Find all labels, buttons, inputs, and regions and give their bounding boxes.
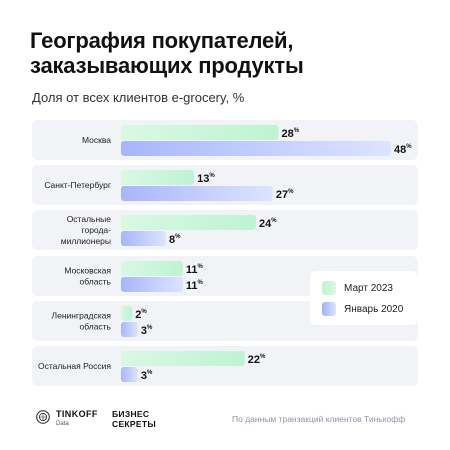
legend-item-march-2023: Март 2023 xyxy=(322,281,393,295)
bar-march-2023 xyxy=(121,261,183,276)
source-note: По данным транзакций клиентов Тинькофф xyxy=(232,414,406,424)
data-label: 27% xyxy=(276,189,294,201)
category-label: Ленинградская область xyxy=(52,311,112,332)
data-label: 28% xyxy=(282,128,300,140)
legend-swatch-green xyxy=(322,281,336,295)
brand-sub: Data xyxy=(56,421,69,427)
data-label: 11% xyxy=(186,280,204,292)
chart-subtitle: Доля от всех клиентов e-grocery, % xyxy=(32,90,245,105)
data-label: 24% xyxy=(259,218,277,230)
bar-march-2023 xyxy=(121,306,133,321)
bar-january-2020 xyxy=(121,231,166,246)
partner-line-2: СЕКРЕТЫ xyxy=(112,419,156,429)
data-label: 48% xyxy=(394,144,412,156)
category-label: Остальные города-миллионеры xyxy=(61,214,112,246)
legend-swatch-blue xyxy=(322,302,336,316)
bar-january-2020 xyxy=(121,277,183,292)
data-label: 2% xyxy=(135,309,147,321)
chart-title: География покупателей, заказывающих прод… xyxy=(30,28,304,78)
partner-logo: БИЗНЕС СЕКРЕТЫ xyxy=(112,409,156,429)
data-label: 8% xyxy=(169,234,181,246)
bar-march-2023 xyxy=(121,351,245,366)
category-label: Москва xyxy=(82,135,111,145)
data-label: 3% xyxy=(141,325,153,337)
category-label: Остальная Россия xyxy=(38,361,111,371)
legend-label: Март 2023 xyxy=(344,282,393,294)
bar-january-2020 xyxy=(121,322,138,337)
data-label: 11% xyxy=(186,264,204,276)
legend-label: Январь 2020 xyxy=(344,303,404,315)
legend-item-january-2020: Январь 2020 xyxy=(322,302,403,316)
legend: Март 2023 Январь 2020 xyxy=(310,271,418,325)
bar-january-2020 xyxy=(121,186,273,201)
partner-line-1: БИЗНЕС xyxy=(112,409,150,419)
bar-january-2020 xyxy=(121,367,138,382)
category-label: Московская область xyxy=(64,266,111,287)
category-label: Санкт-Петербург xyxy=(44,180,111,190)
bar-march-2023 xyxy=(121,170,195,185)
data-label: 3% xyxy=(141,370,153,382)
brand-name: TINKOFF xyxy=(56,409,98,419)
data-label: 22% xyxy=(248,354,266,366)
bar-march-2023 xyxy=(121,215,256,230)
bar-january-2020 xyxy=(121,141,391,156)
bar-march-2023 xyxy=(121,125,279,140)
data-label: 13% xyxy=(197,173,215,185)
tinkoff-logo-icon xyxy=(36,410,50,424)
